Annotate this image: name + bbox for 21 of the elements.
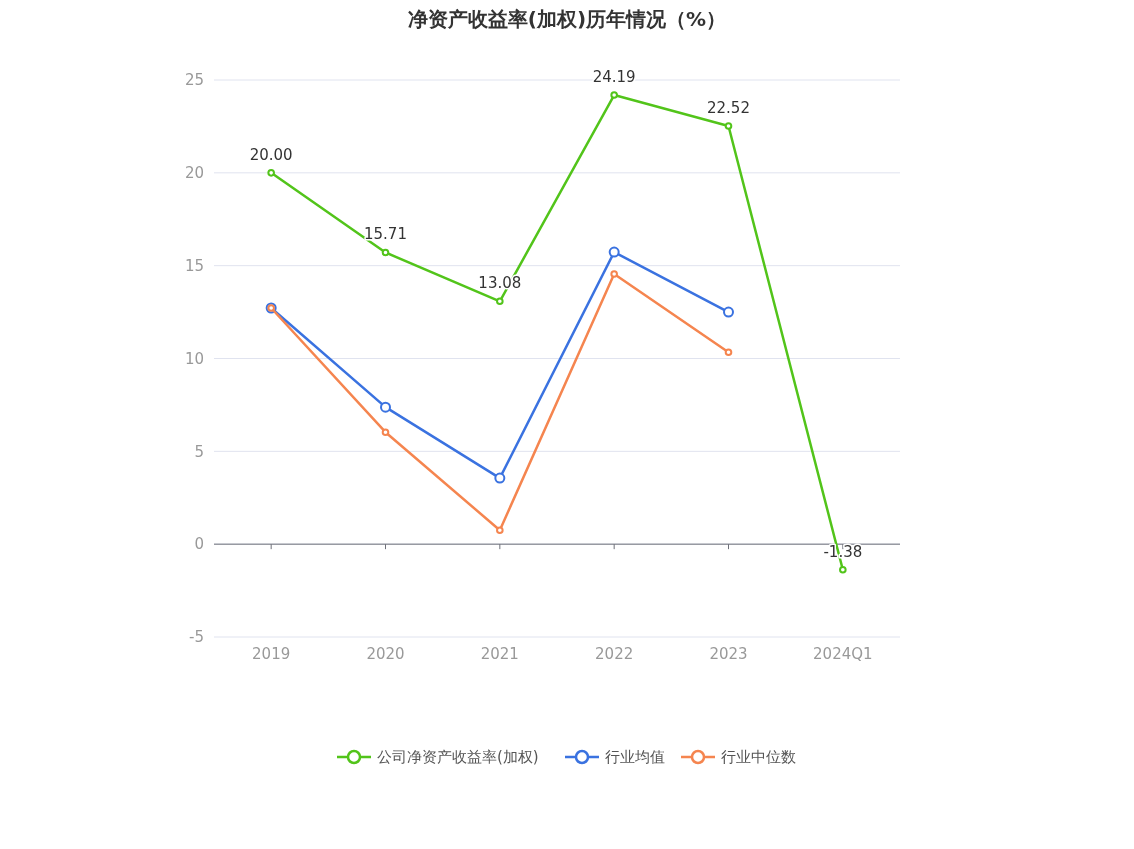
y-tick-label: 15 (184, 256, 204, 275)
data-label: 24.19 (592, 68, 636, 87)
legend-label: 行业中位数 (721, 748, 796, 767)
data-label: 22.52 (707, 99, 750, 118)
legend-label: 公司净资产收益率(加权) (377, 748, 539, 767)
chart-title: 净资产收益率(加权)历年情况（%） (407, 7, 727, 31)
y-tick-label: -5 (189, 628, 204, 647)
x-tick-label: 2019 (252, 645, 291, 663)
y-tick-label: 0 (194, 535, 204, 554)
data-label: 15.71 (364, 225, 407, 244)
data-label: 20.00 (249, 145, 293, 164)
x-tick-label: 2023 (709, 645, 748, 663)
y-tick-label: 20 (184, 164, 204, 183)
x-tick-label: 2020 (366, 645, 405, 663)
x-tick-label: 2024Q1 (813, 645, 873, 663)
x-tick-label: 2022 (595, 645, 634, 663)
x-tick-label: 2021 (480, 645, 519, 663)
y-tick-label: 25 (184, 71, 204, 90)
legend-label: 行业均值 (605, 748, 665, 767)
y-tick-label: 5 (194, 442, 204, 461)
y-tick-label: 10 (184, 349, 204, 368)
